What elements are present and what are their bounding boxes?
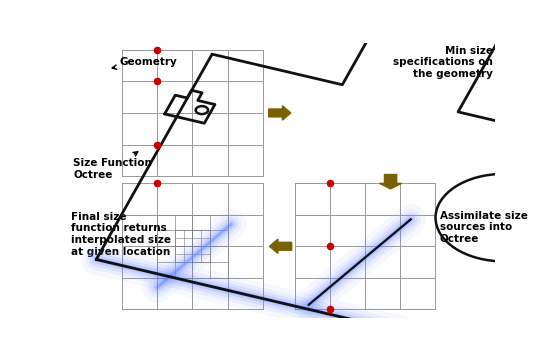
Point: [153, 47, 162, 52]
Text: Size Function
Octree: Size Function Octree: [73, 152, 152, 180]
Point: [153, 142, 162, 147]
FancyArrow shape: [268, 106, 291, 120]
Point: [326, 307, 334, 312]
Point: [153, 79, 162, 84]
Point: [326, 180, 334, 186]
Point: [326, 243, 334, 249]
Text: Geometry: Geometry: [112, 57, 178, 69]
Text: Assimilate size
sources into
Octree: Assimilate size sources into Octree: [439, 211, 527, 244]
FancyArrow shape: [379, 175, 401, 189]
FancyArrow shape: [270, 239, 292, 253]
Text: Final size
function returns
interpolated size
at given location: Final size function returns interpolated…: [71, 212, 171, 257]
Text: Min size
specifications on
the geometry: Min size specifications on the geometry: [393, 46, 493, 79]
Point: [153, 180, 162, 186]
